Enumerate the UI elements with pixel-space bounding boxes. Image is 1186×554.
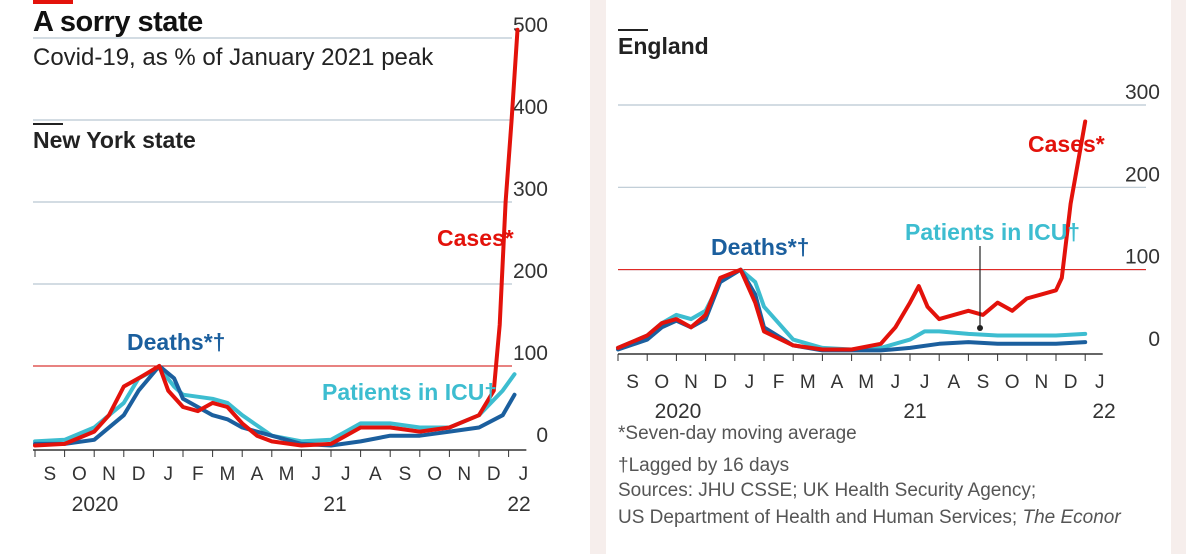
new-york-panel: A sorry state Covid-19, as % of January … xyxy=(0,0,590,554)
series-label-deaths: Deaths*† xyxy=(127,329,225,355)
y-tick-label: 200 xyxy=(1125,163,1160,186)
x-tick-label: N xyxy=(684,372,698,393)
series-line-deaths xyxy=(33,364,517,448)
footnote-lagged: †Lagged by 16 days xyxy=(618,455,790,476)
x-tick-label: M xyxy=(858,372,874,393)
x-tick-label: D xyxy=(132,464,146,485)
x-tick-label: J xyxy=(519,464,529,485)
x-tick-label: O xyxy=(72,464,87,485)
footnote-sources-1: Sources: JHU CSSE; UK Health Security Ag… xyxy=(618,480,1037,501)
y-tick-label: 100 xyxy=(513,342,548,365)
x-tick-label: O xyxy=(1005,372,1020,393)
x-tick-label: A xyxy=(251,464,264,485)
year-label: 2020 xyxy=(655,400,702,423)
x-tick-label: N xyxy=(102,464,116,485)
x-tick-label: O xyxy=(427,464,442,485)
brand-bar xyxy=(33,0,73,4)
x-tick-label: A xyxy=(831,372,844,393)
series-label-icu: Patients in ICU† xyxy=(905,219,1080,245)
x-tick-label: M xyxy=(279,464,295,485)
chart-subtitle: Covid-19, as % of January 2021 peak xyxy=(33,44,434,71)
y-tick-label: 100 xyxy=(1125,246,1160,269)
sources-list: US Department of Health and Human Servic… xyxy=(618,507,1018,528)
icu-pointer-dot xyxy=(977,325,983,331)
y-tick-label: 0 xyxy=(536,424,548,447)
series-line-cases xyxy=(616,119,1088,352)
series-label-deaths: Deaths*† xyxy=(711,234,809,260)
y-tick-label: 0 xyxy=(1148,328,1160,351)
x-tick-label: N xyxy=(457,464,471,485)
x-tick-label: S xyxy=(399,464,412,485)
x-tick-label: D xyxy=(713,372,727,393)
y-tick-label: 300 xyxy=(513,178,548,201)
x-tick-label: F xyxy=(192,464,204,485)
x-tick-label: A xyxy=(947,372,960,393)
england-panel: England 0 100 200 300 S O N D J F M A M J J A S O N D J 2020 2… xyxy=(606,0,1171,554)
y-tick-label: 300 xyxy=(1125,81,1160,104)
x-tick-label: D xyxy=(1064,372,1078,393)
x-tick-label: M xyxy=(219,464,235,485)
x-tick-label: F xyxy=(773,372,785,393)
footnote-moving-average: *Seven-day moving average xyxy=(618,423,857,444)
x-tick-label: J xyxy=(163,464,173,485)
x-tick-label: J xyxy=(745,372,755,393)
x-tick-label: J xyxy=(1095,372,1105,393)
chart-title: A sorry state xyxy=(33,6,203,38)
x-tick-label: J xyxy=(311,464,321,485)
x-tick-label: N xyxy=(1035,372,1049,393)
footnote-sources-2: US Department of Health and Human Servic… xyxy=(618,507,1121,529)
x-tick-label: O xyxy=(654,372,669,393)
y-tick-label: 500 xyxy=(513,14,548,37)
x-tick-label: S xyxy=(43,464,56,485)
series-label-icu: Patients in ICU† xyxy=(322,379,497,405)
x-tick-label: S xyxy=(977,372,990,393)
region-label-england: England xyxy=(618,29,709,60)
x-tick-label: J xyxy=(341,464,351,485)
y-tick-label: 200 xyxy=(513,260,548,283)
x-tick-label: S xyxy=(626,372,639,393)
x-tick-label: A xyxy=(369,464,382,485)
x-tick-label: J xyxy=(920,372,930,393)
year-label: 21 xyxy=(903,400,926,423)
series-label-cases: Cases* xyxy=(437,225,514,251)
year-label: 22 xyxy=(1092,400,1115,423)
x-tick-label: D xyxy=(487,464,501,485)
series-label-cases: Cases* xyxy=(1028,131,1105,157)
publisher-name: The Econor xyxy=(1022,507,1121,528)
y-tick-label: 400 xyxy=(513,96,548,119)
year-label: 21 xyxy=(323,493,346,516)
year-label: 22 xyxy=(507,493,530,516)
series-line-icu xyxy=(33,365,517,444)
series-line-icu xyxy=(616,267,1088,352)
region-label-new-york: New York state xyxy=(33,123,196,154)
x-tick-label: J xyxy=(891,372,901,393)
year-label: 2020 xyxy=(72,493,119,516)
series-line-cases xyxy=(33,27,520,448)
x-tick-label: M xyxy=(800,372,816,393)
